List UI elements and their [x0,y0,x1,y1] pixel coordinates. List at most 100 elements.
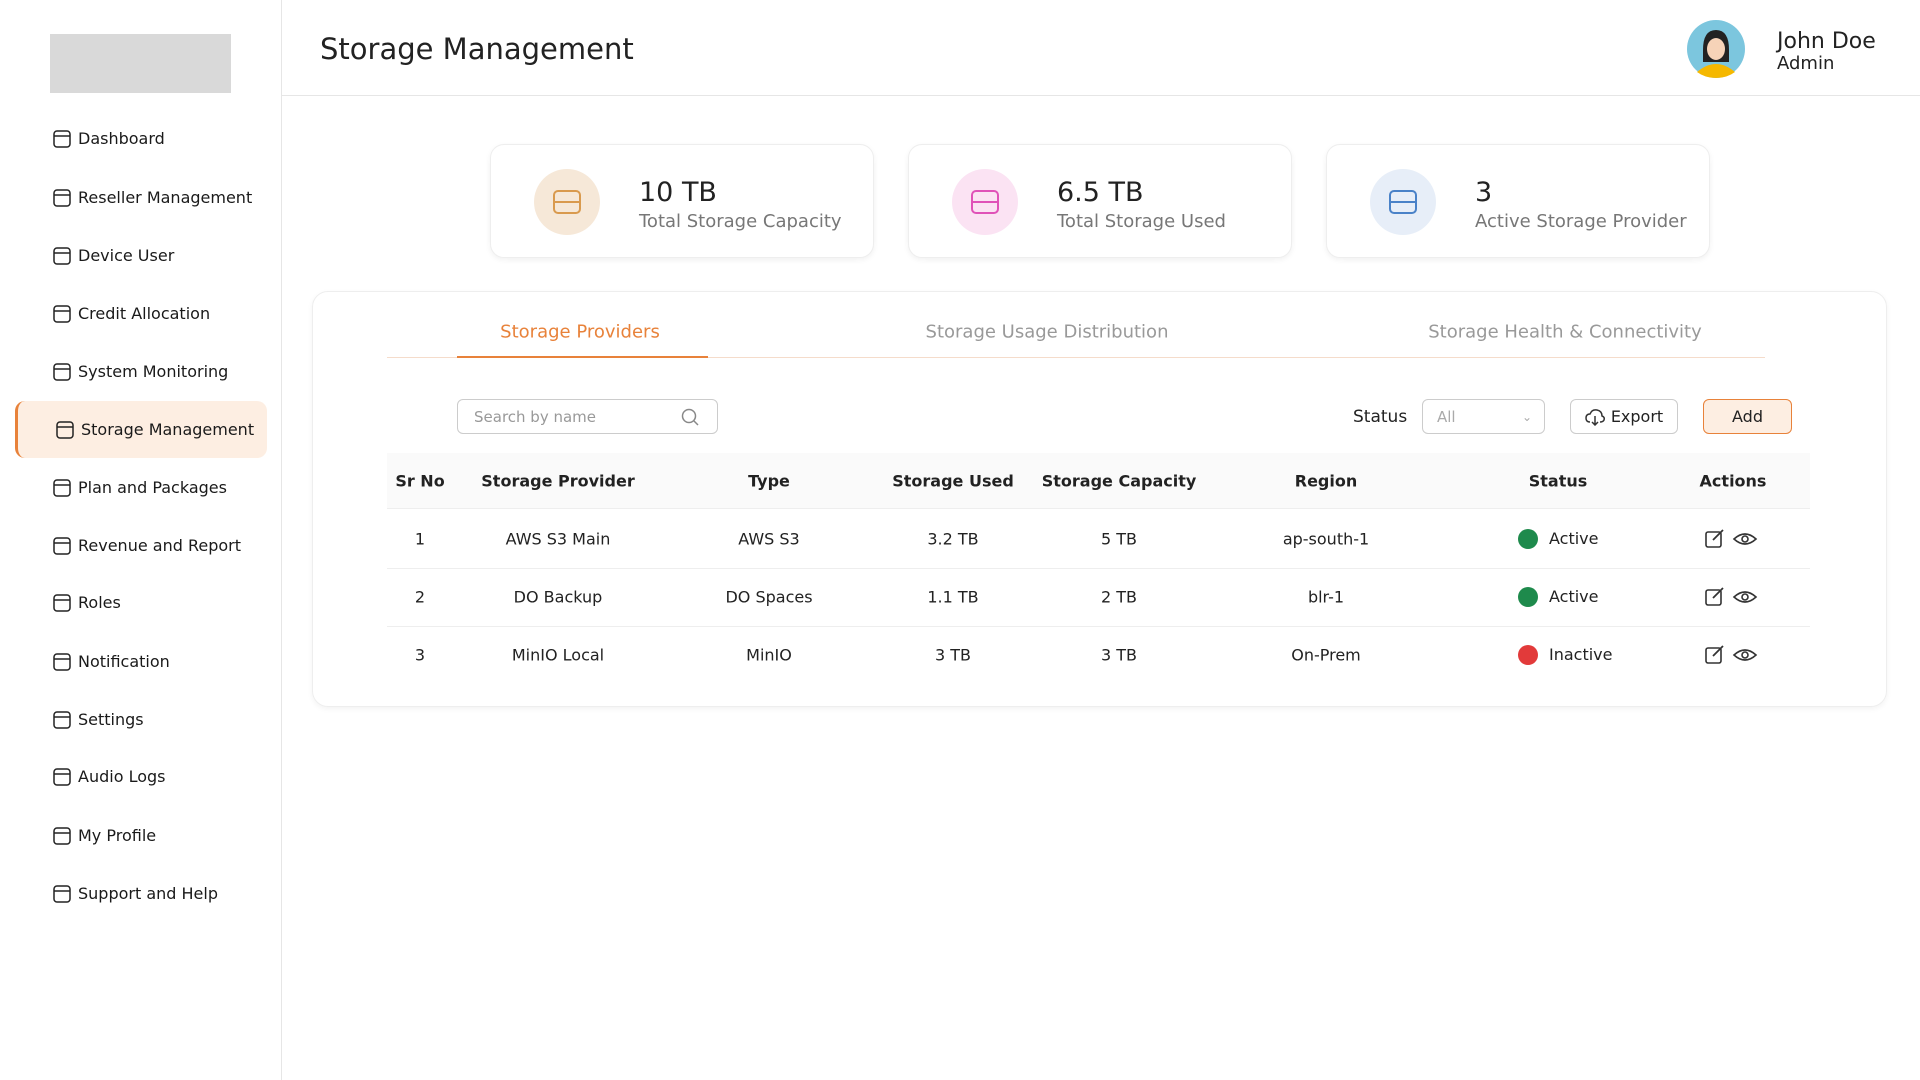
tab-divider [387,357,1765,358]
header: Storage Management John Doe Admin [282,0,1920,96]
tab[interactable]: Storage Providers [500,321,660,343]
column-header: Actions [1699,471,1767,491]
table-cell: 2 [414,587,426,607]
nav-icon [53,188,71,207]
edit-icon[interactable] [1705,645,1724,664]
nav-item[interactable]: My Profile [15,807,267,864]
stat-card: 10 TB Total Storage Capacity [490,144,874,258]
panel [312,291,1887,707]
tab[interactable]: Storage Usage Distribution [925,321,1169,343]
actions [1704,528,1766,550]
stat-value: 10 TB [639,177,717,208]
column-header: Storage Used [892,471,1014,491]
column-header: Region [1294,471,1358,491]
status-text: Inactive [1549,645,1613,664]
nav-label: My Profile [78,826,157,845]
stat-card: 3 Active Storage Provider [1326,144,1710,258]
nav-item[interactable]: Settings [15,691,267,748]
nav-item[interactable]: System Monitoring [15,343,267,400]
nav-icon [53,362,71,381]
table-cell: 3.2 TB [927,529,979,549]
tab-underline [457,356,708,358]
nav-item[interactable]: Roles [15,574,267,631]
nav-label: Storage Management [81,420,255,439]
edit-icon[interactable] [1705,587,1724,606]
view-icon[interactable] [1732,533,1758,545]
nav-label: Plan and Packages [78,478,227,497]
nav-icon [53,246,71,265]
view-icon[interactable] [1732,649,1758,661]
column-header: Type [748,471,790,491]
nav-icon [53,536,71,555]
stat-icon [534,169,600,235]
nav-item[interactable]: Credit Allocation [15,285,267,342]
table-cell: 3 TB [934,645,972,665]
column-header: Sr No [395,471,445,491]
table-cell: MinIO [746,645,792,665]
search[interactable]: Search by name [457,399,718,434]
user-role: Admin [1777,53,1835,74]
nav-label: Notification [78,652,170,671]
tab[interactable]: Storage Health & Connectivity [1428,321,1702,343]
table-cell: AWS S3 Main [505,529,611,549]
nav-label: Reseller Management [78,188,253,207]
table-cell: DO Backup [513,587,603,607]
stat-label: Active Storage Provider [1475,211,1687,232]
export-label: Export [1610,407,1664,426]
nav-item[interactable]: Revenue and Report [15,517,267,574]
column-header: Storage Provider [481,471,635,491]
avatar[interactable] [1687,20,1745,78]
nav-icon [53,652,71,671]
nav-item[interactable]: Device User [15,227,267,284]
view-icon[interactable] [1732,591,1758,603]
actions [1704,586,1766,608]
nav-label: Audio Logs [78,767,166,786]
stat-value: 6.5 TB [1057,177,1144,208]
nav-item[interactable]: Audio Logs [15,748,267,805]
stat-label: Total Storage Capacity [639,211,842,232]
nav-item[interactable]: Storage Management [15,401,267,458]
table-cell: 1 [414,529,426,549]
nav-label: Credit Allocation [78,304,211,323]
column-header: Status [1528,471,1588,491]
table-cell: 3 [414,645,426,665]
table-cell: 3 TB [1100,645,1138,665]
nav-label: Dashboard [78,129,165,148]
sidebar: Dashboard Reseller Management Device User C… [0,0,282,1080]
table-cell: DO Spaces [725,587,813,607]
nav-icon [53,826,71,845]
add-button[interactable]: Add [1703,399,1792,434]
edit-icon[interactable] [1705,529,1724,548]
nav-item[interactable]: Reseller Management [15,169,267,226]
status-text: Active [1549,529,1599,548]
nav-icon [53,593,71,612]
nav-item[interactable]: Dashboard [15,110,267,167]
status-text: Active [1549,587,1599,606]
nav-label: Roles [78,593,121,612]
status-select[interactable]: All ⌄ [1422,399,1545,434]
nav-label: Settings [78,710,144,729]
table-cell: AWS S3 [738,529,800,549]
search-placeholder: Search by name [474,408,597,426]
table-cell: blr-1 [1307,587,1345,607]
nav-icon [56,420,74,439]
nav-icon [53,304,71,323]
nav-item[interactable]: Plan and Packages [15,459,267,516]
nav-icon [53,129,71,148]
table-header [387,453,1810,509]
table-cell: 2 TB [1100,587,1138,607]
table-cell: ap-south-1 [1282,529,1370,549]
nav-label: Support and Help [78,884,218,903]
status-dot [1518,529,1538,549]
status-dot [1518,645,1538,665]
user-name: John Doe [1777,29,1876,54]
nav-icon [53,884,71,903]
nav-item[interactable]: Notification [15,633,267,690]
nav-item[interactable]: Support and Help [15,865,267,922]
status-dot [1518,587,1538,607]
stat-card: 6.5 TB Total Storage Used [908,144,1292,258]
stat-icon [952,169,1018,235]
status-value: All [1437,407,1456,426]
export-button[interactable]: Export [1570,399,1678,434]
stat-icon [1370,169,1436,235]
